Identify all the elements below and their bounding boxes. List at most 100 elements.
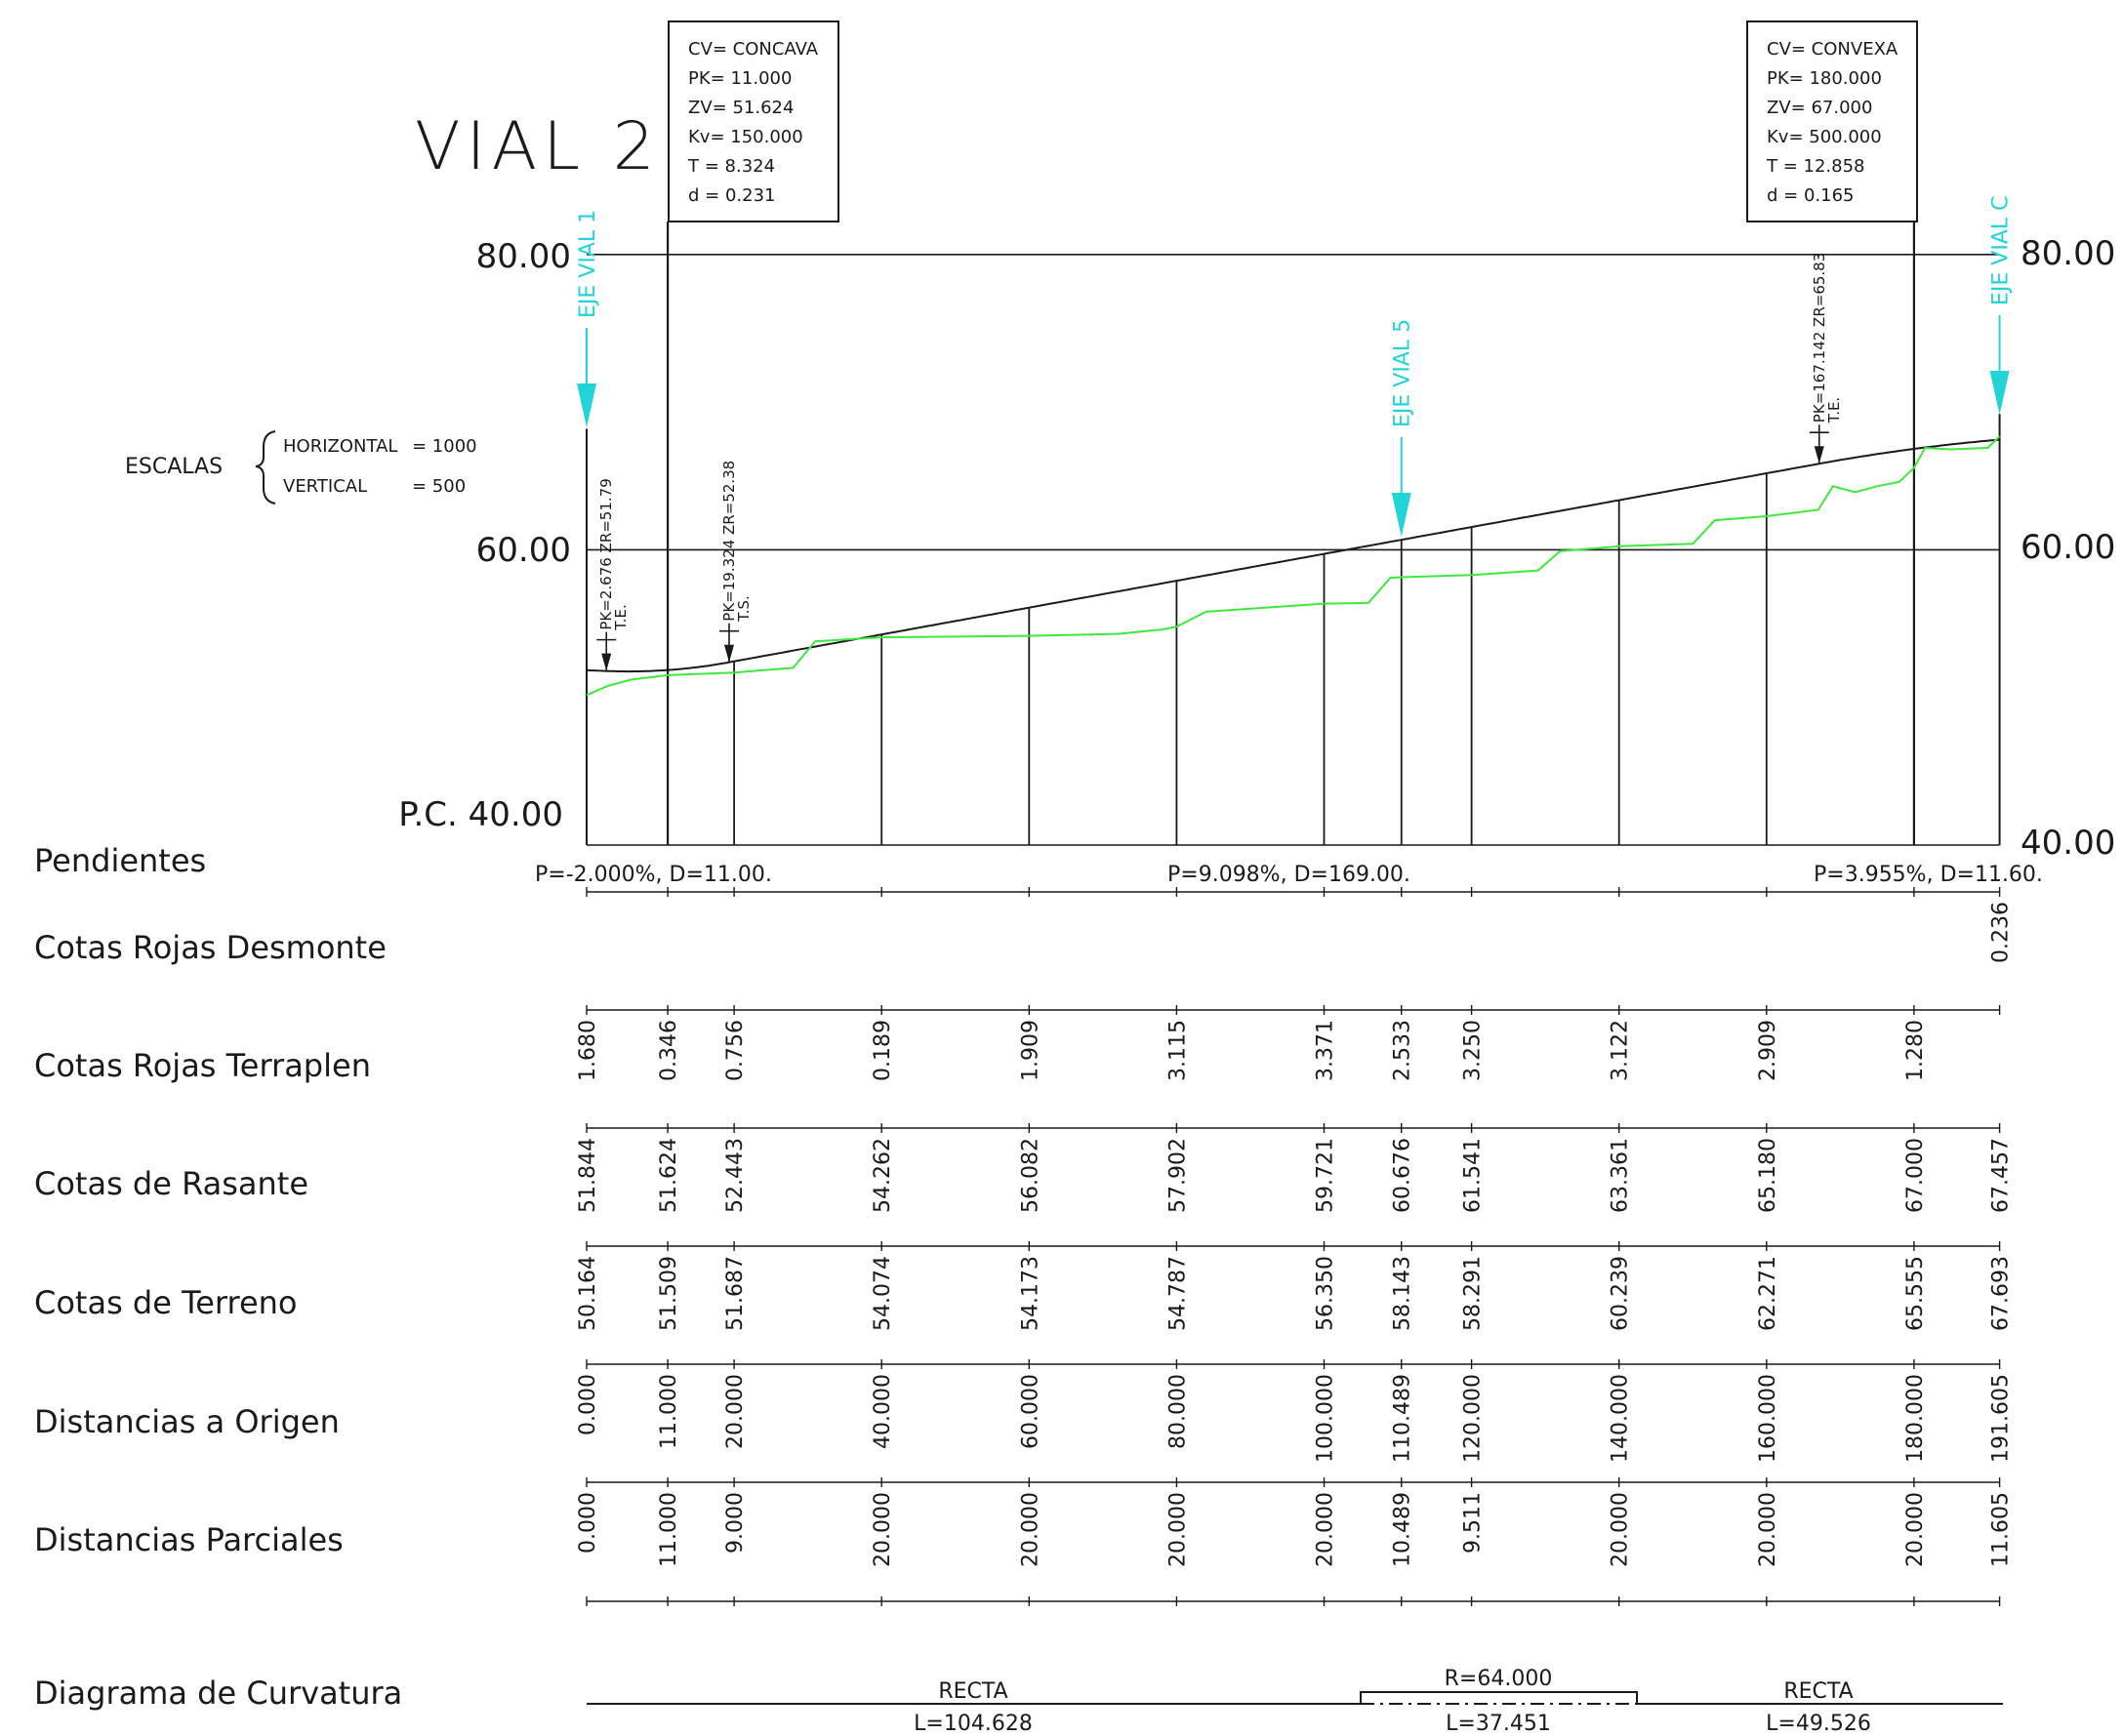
y-label-left-80: 80.00 bbox=[476, 237, 571, 276]
vertical-curve-line: T = 8.324 bbox=[687, 156, 775, 177]
curvature-type: RECTA bbox=[938, 1679, 1007, 1704]
vertical-curve-line: Kv= 500.000 bbox=[1767, 127, 1882, 147]
row-label-rasante: Cotas de Rasante bbox=[34, 1165, 308, 1202]
slope-label: P=3.955%, D=11.60. bbox=[1814, 863, 2043, 887]
table-value-terreno: 56.350 bbox=[1314, 1256, 1338, 1331]
row-label-pendientes: Pendientes bbox=[34, 842, 206, 879]
scales-brace bbox=[255, 430, 276, 505]
table-value-terreno: 54.787 bbox=[1165, 1256, 1190, 1331]
table-value-terraplen: 3.115 bbox=[1165, 1020, 1190, 1081]
table-value-parciales: 20.000 bbox=[1756, 1492, 1780, 1567]
scales-label: ESCALAS bbox=[125, 455, 223, 479]
table-value-parciales: 20.000 bbox=[1165, 1492, 1190, 1567]
table-value-terreno: 67.693 bbox=[1989, 1256, 2014, 1331]
curvature-type: RECTA bbox=[1783, 1679, 1853, 1704]
table-value-rasante: 52.443 bbox=[723, 1138, 748, 1213]
vertical-curve-line: d = 0.165 bbox=[1767, 185, 1854, 206]
table-value-terraplen: 2.533 bbox=[1391, 1020, 1415, 1081]
table-value-origen: 40.000 bbox=[871, 1374, 895, 1449]
axis-marker-label: EJE VIAL 5 bbox=[1391, 319, 1415, 427]
table-value-parciales: 10.489 bbox=[1391, 1492, 1415, 1567]
table-value-terraplen: 0.346 bbox=[657, 1020, 681, 1081]
table-value-origen: 11.000 bbox=[657, 1374, 681, 1449]
table-value-terreno: 62.271 bbox=[1756, 1256, 1780, 1331]
vertical-curve-line: PK= 180.000 bbox=[1767, 68, 1882, 89]
table-value-origen: 160.000 bbox=[1756, 1374, 1780, 1463]
table-value-rasante: 56.082 bbox=[1018, 1138, 1042, 1213]
table-value-origen: 100.000 bbox=[1314, 1374, 1338, 1463]
table-value-rasante: 54.262 bbox=[871, 1138, 895, 1213]
table-value-terreno: 60.239 bbox=[1609, 1256, 1633, 1331]
table-value-origen: 60.000 bbox=[1018, 1374, 1042, 1449]
curvature-type: R=64.000 bbox=[1445, 1667, 1553, 1691]
table-value-rasante: 60.676 bbox=[1391, 1138, 1415, 1213]
point-sub-label: T.E. bbox=[1825, 397, 1843, 424]
table-value-terraplen: 0.756 bbox=[723, 1020, 748, 1081]
tangent-points: PK=2.676 ZR=51.79T.E. PK=19.324 ZR=52.38T… bbox=[596, 253, 1843, 671]
table-value-terreno: 51.687 bbox=[723, 1256, 748, 1331]
table-value-parciales: 0.000 bbox=[576, 1492, 600, 1554]
table-value-terraplen: 1.909 bbox=[1018, 1020, 1042, 1081]
rasante-line bbox=[586, 438, 2000, 673]
y-label-left-40: P.C. 40.00 bbox=[398, 795, 563, 834]
table-value-parciales: 20.000 bbox=[871, 1492, 895, 1567]
table-value-terreno: 54.074 bbox=[871, 1256, 895, 1331]
table-value-parciales: 20.000 bbox=[1609, 1492, 1633, 1567]
vertical-curve-line: Kv= 150.000 bbox=[688, 127, 803, 147]
curvature-curve-step bbox=[1360, 1691, 1638, 1704]
point-arrow-icon bbox=[723, 644, 734, 663]
vertical-curve-convexa: CV= CONVEXA PK= 180.000 ZV= 67.000 Kv= 5… bbox=[1746, 20, 1918, 222]
vertical-curve-line: T = 12.858 bbox=[1766, 156, 1865, 177]
axis-markers: EJE VIAL 1 EJE VIAL 5 EJE VIAL C bbox=[576, 196, 2014, 537]
vertical-curve-line: CV= CONVEXA bbox=[1767, 39, 1898, 60]
table-value-origen: 110.489 bbox=[1391, 1374, 1415, 1463]
table-value-rasante: 59.721 bbox=[1314, 1138, 1338, 1213]
table-value-terraplen: 2.909 bbox=[1756, 1020, 1780, 1081]
table-value-origen: 0.000 bbox=[576, 1374, 600, 1435]
scales-vertical-label: VERTICAL bbox=[283, 476, 367, 497]
row-label-terraplen: Cotas Rojas Terraplen bbox=[34, 1047, 371, 1084]
table-value-parciales: 9.511 bbox=[1461, 1492, 1486, 1554]
table-value-parciales: 20.000 bbox=[1018, 1492, 1042, 1567]
table-value-origen: 140.000 bbox=[1609, 1374, 1633, 1463]
vertical-curve-line: ZV= 67.000 bbox=[1767, 98, 1872, 118]
axis-marker-label: EJE VIAL C bbox=[1989, 196, 2014, 305]
table-value-rasante: 61.541 bbox=[1461, 1138, 1486, 1213]
table-value-parciales: 20.000 bbox=[1903, 1492, 1928, 1567]
point-label: PK=19.324 ZR=52.38 bbox=[720, 461, 738, 622]
table-value-parciales: 11.605 bbox=[1989, 1492, 2014, 1567]
table-value-origen: 120.000 bbox=[1461, 1374, 1486, 1463]
vertical-curve-line: CV= CONCAVA bbox=[688, 39, 819, 60]
table-value-terraplen: 1.680 bbox=[576, 1020, 600, 1081]
table-value-terreno: 65.555 bbox=[1903, 1256, 1928, 1331]
table-value-rasante: 51.844 bbox=[576, 1138, 600, 1213]
slope-label: P=9.098%, D=169.00. bbox=[1167, 863, 1410, 887]
drawing-title: VIAL 2 bbox=[415, 108, 661, 185]
axis-marker-arrow-icon bbox=[1989, 371, 2010, 415]
row-label-origen: Distancias a Origen bbox=[34, 1403, 340, 1440]
table-value-origen: 80.000 bbox=[1165, 1374, 1190, 1449]
table-value-terraplen: 1.280 bbox=[1903, 1020, 1928, 1081]
table-value-terraplen: 3.250 bbox=[1461, 1020, 1486, 1081]
y-label-right-80: 80.00 bbox=[2021, 234, 2115, 273]
vertical-curve-line: d = 0.231 bbox=[688, 185, 775, 206]
y-label-right-40: 40.00 bbox=[2021, 824, 2115, 863]
axis-marker-label: EJE VIAL 1 bbox=[576, 210, 600, 318]
point-arrow-icon bbox=[601, 653, 612, 671]
profile-grid bbox=[586, 222, 2001, 846]
table-value-terraplen: 3.371 bbox=[1314, 1020, 1338, 1081]
point-sub-label: T.S. bbox=[735, 595, 753, 622]
curvature-length: L=104.628 bbox=[914, 1712, 1033, 1736]
table-value-rasante: 63.361 bbox=[1609, 1138, 1633, 1213]
table-value-rasante: 67.457 bbox=[1989, 1138, 2014, 1213]
table-value-origen: 191.605 bbox=[1989, 1374, 2014, 1463]
profile-lines bbox=[586, 435, 2001, 697]
table-value-rasante: 57.902 bbox=[1165, 1138, 1190, 1213]
point-label: PK=2.676 ZR=51.79 bbox=[597, 478, 615, 629]
axis-marker-arrow-icon bbox=[577, 384, 596, 427]
point-sub-label: T.E. bbox=[612, 604, 630, 630]
table-value-terreno: 51.509 bbox=[657, 1256, 681, 1331]
scales-vertical-value: = 500 bbox=[412, 476, 466, 497]
vertical-curve-box bbox=[668, 20, 839, 222]
